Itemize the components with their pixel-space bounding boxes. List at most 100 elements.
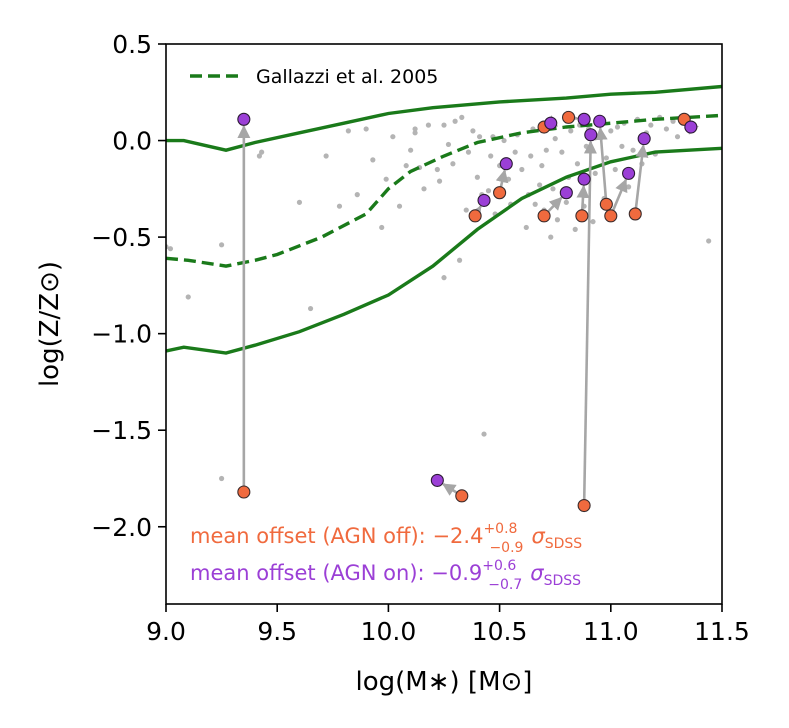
sdss-point — [363, 126, 369, 132]
sdss-point — [425, 122, 432, 128]
agn-arrows — [237, 110, 699, 500]
agn-on-point — [684, 120, 698, 134]
sdss-point — [512, 149, 518, 155]
sdss-point — [167, 246, 174, 252]
agn-on-point — [430, 473, 444, 487]
sdss-point — [481, 431, 487, 437]
y-tick-label: −2.0 — [91, 513, 152, 542]
sdss-point — [259, 149, 265, 155]
sdss-point — [574, 161, 581, 167]
sdss-point — [379, 224, 385, 231]
agn-on-point — [237, 112, 251, 126]
sdss-point — [219, 242, 225, 248]
sdss-point — [706, 238, 712, 244]
agn-off-point — [575, 209, 589, 223]
sdss-point — [603, 155, 609, 161]
y-tick-label: −0.5 — [91, 223, 152, 252]
y-tick-label: −1.0 — [91, 320, 152, 349]
sdss-point — [434, 166, 440, 173]
agn-off-point — [468, 209, 482, 223]
y-tick-label: 0.0 — [112, 127, 152, 156]
sdss-point — [476, 134, 483, 140]
sdss-point — [390, 134, 396, 140]
sdss-point — [219, 475, 225, 482]
sdss-point — [441, 275, 447, 281]
offset-arrow — [611, 178, 628, 211]
sdss-point — [648, 122, 654, 128]
agn-off-point — [493, 186, 507, 200]
sdss-point — [608, 128, 614, 134]
sdss-point — [614, 124, 621, 130]
agn-off-point — [537, 209, 551, 223]
sdss-point — [412, 130, 418, 136]
agn-points — [237, 110, 698, 513]
sdss-point — [412, 126, 418, 132]
agn-off-point — [577, 498, 591, 513]
sdss-point — [445, 141, 452, 148]
sdss-point — [452, 118, 458, 124]
sdss-point — [345, 128, 351, 134]
sdss-point — [256, 153, 263, 159]
sdss-point — [336, 203, 343, 209]
sdss-point — [559, 149, 565, 155]
sdss-point — [550, 186, 556, 192]
annotation-agn-off: mean offset (AGN off): −2.4+0.8 −0.9 σSDSS — [190, 521, 582, 556]
sdss-point — [537, 182, 543, 188]
sdss-point — [450, 161, 456, 167]
sdss-point — [441, 122, 447, 128]
sdss-point — [548, 234, 554, 240]
sdss-point — [523, 224, 529, 231]
sdss-point — [421, 186, 427, 192]
sdss-point — [354, 192, 360, 198]
agn-on-point — [559, 186, 573, 200]
sdss-point — [307, 305, 314, 312]
agn-on-point — [499, 157, 513, 171]
agn-on-point — [622, 166, 636, 180]
x-tick-label: 11.5 — [694, 617, 750, 646]
agn-on-point — [577, 112, 591, 126]
sdss-point — [528, 153, 534, 159]
sdss-point — [488, 153, 494, 159]
gallazzi-median-line — [166, 113, 722, 268]
agn-off-point — [237, 485, 251, 499]
sdss-point — [185, 294, 191, 300]
gallazzi-upper-line — [166, 84, 722, 152]
x-tick-label: 9.5 — [257, 617, 297, 646]
sdss-point — [470, 128, 476, 134]
agn-off-point — [561, 110, 576, 124]
sdss-point — [572, 226, 578, 232]
x-axis-label: log(M∗) [M⊙] — [356, 667, 533, 697]
agn-off-point — [599, 197, 613, 211]
y-axis-ticks: 0.5 0.0 −0.5 −1.0 −1.5 −2.0 — [91, 30, 166, 542]
sdss-point — [663, 126, 670, 132]
sdss-point — [396, 203, 403, 209]
offset-arrow — [547, 196, 563, 213]
agn-off-point — [455, 489, 469, 503]
sdss-point — [323, 153, 329, 159]
sdss-point — [612, 166, 618, 173]
sdss-point — [403, 163, 409, 169]
sdss-point — [383, 176, 389, 182]
agn-off-point — [628, 207, 642, 221]
agn-on-point — [593, 114, 607, 128]
x-tick-label: 10.0 — [361, 617, 417, 646]
sdss-point — [625, 184, 632, 190]
x-tick-label: 11.0 — [583, 617, 639, 646]
sdss-point — [554, 217, 561, 223]
sdss-point — [456, 257, 463, 263]
plot-frame — [165, 43, 723, 605]
sdss-point — [563, 199, 569, 205]
sdss-point — [465, 149, 472, 155]
agn-on-point — [584, 128, 598, 142]
sdss-point — [568, 128, 574, 134]
y-tick-label: −1.5 — [91, 416, 152, 445]
x-tick-label: 10.5 — [472, 617, 528, 646]
sdss-point — [505, 176, 512, 182]
y-tick-label: 0.5 — [112, 30, 152, 59]
agn-on-point — [477, 193, 491, 207]
sdss-point — [619, 143, 625, 149]
sdss-point — [459, 114, 465, 120]
annotation-agn-on: mean offset (AGN on): −0.9+0.6 −0.7 σSDSS — [190, 558, 581, 593]
sdss-point — [463, 207, 469, 213]
sdss-point — [583, 143, 589, 149]
